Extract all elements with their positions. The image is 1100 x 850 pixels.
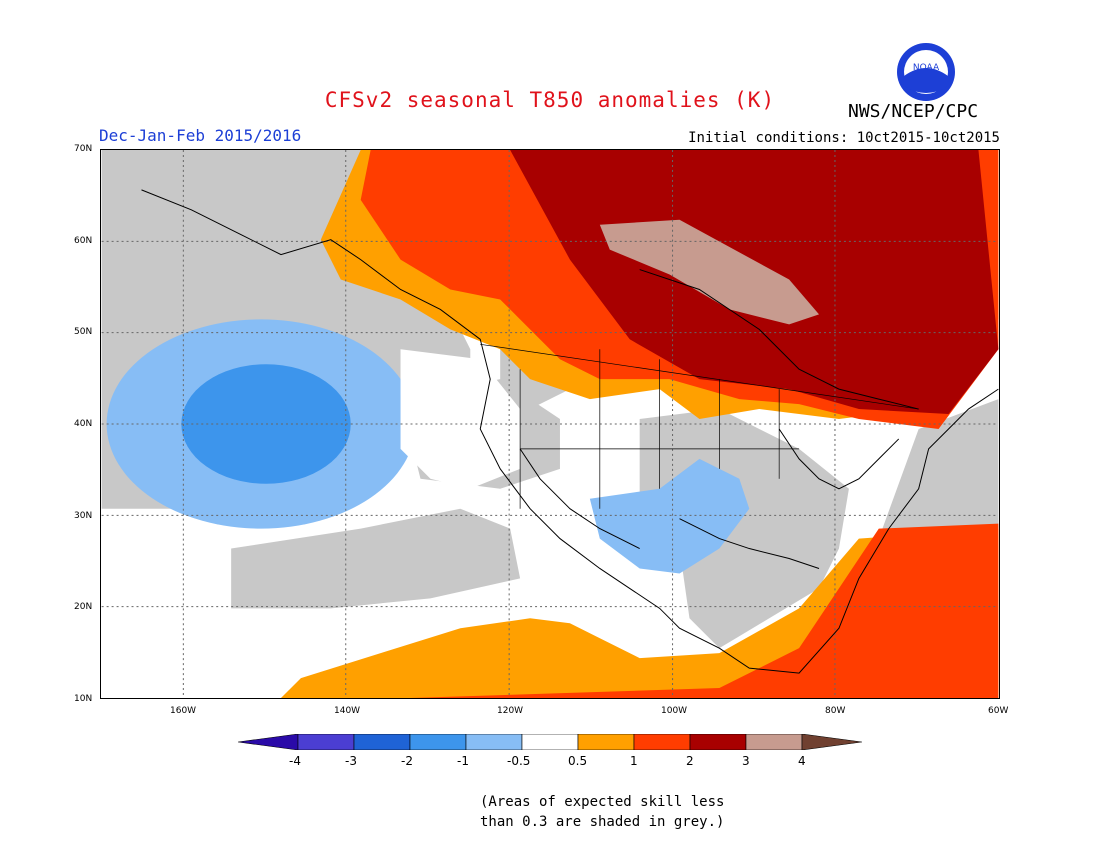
- colorbar-segment: [577, 734, 635, 750]
- colorbar-label: -4: [289, 754, 301, 768]
- colorbar-segment: [633, 734, 691, 750]
- lon-label: 140W: [334, 706, 361, 716]
- lon-label: 120W: [497, 706, 524, 716]
- lat-label: 40N: [74, 419, 93, 429]
- colorbar-label: -1: [457, 754, 469, 768]
- colorbar-segment: [801, 734, 862, 750]
- colorbar: [238, 734, 862, 750]
- colorbar-label: 3: [742, 754, 750, 768]
- red-tropical-region: [410, 523, 999, 698]
- lon-label: 60W: [988, 706, 1009, 716]
- colorbar-label: 2: [686, 754, 694, 768]
- lat-label: 10N: [74, 694, 93, 704]
- colorbar-segment: [745, 734, 803, 750]
- lon-label: 160W: [170, 706, 197, 716]
- colorbar-label: -0.5: [507, 754, 531, 768]
- lon-label: 100W: [661, 706, 688, 716]
- lat-label: 60N: [74, 236, 93, 246]
- colorbar-segment: [297, 734, 355, 750]
- skill-note-line2: than 0.3 are shaded in grey.): [480, 814, 725, 830]
- season-label: Dec-Jan-Feb 2015/2016: [99, 126, 302, 145]
- noaa-logo-text: NOAA: [913, 63, 940, 73]
- colorbar-segment: [238, 734, 299, 750]
- tan-warm-region-north: [599, 219, 820, 325]
- colorbar-segment: [689, 734, 747, 750]
- noaa-logo-icon: NOAA: [897, 43, 955, 101]
- blue-cold-region-south: [589, 458, 750, 574]
- lat-label: 70N: [74, 144, 93, 154]
- white-region-westcoast: [400, 349, 521, 489]
- colorbar-segment: [465, 734, 523, 750]
- colorbar-segment: [521, 734, 579, 750]
- colorbar-label: 4: [798, 754, 806, 768]
- state-borders: [480, 343, 919, 509]
- coastlines: [141, 189, 999, 674]
- agency-label: NWS/NCEP/CPC: [848, 101, 979, 122]
- skill-note-line1: (Areas of expected skill less: [480, 794, 725, 810]
- lat-label: 30N: [74, 511, 93, 521]
- colorbar-segment: [353, 734, 411, 750]
- lat-label: 20N: [74, 602, 93, 612]
- colorbar-label: 0.5: [568, 754, 588, 768]
- lon-label: 80W: [825, 706, 846, 716]
- map-gridlines: [101, 150, 999, 698]
- colorbar-label: -2: [401, 754, 413, 768]
- colorbar-segment: [409, 734, 467, 750]
- map-title: CFSv2 seasonal T850 anomalies (K): [324, 88, 776, 112]
- skill-note: (Areas of expected skill less than 0.3 a…: [480, 792, 724, 832]
- colorbar-label: 1: [630, 754, 638, 768]
- lat-label: 50N: [74, 327, 93, 337]
- anomaly-map: [100, 149, 1000, 699]
- initial-conditions-label: Initial conditions: 10ct2015-10ct2015: [688, 130, 1000, 146]
- colorbar-label: -3: [345, 754, 357, 768]
